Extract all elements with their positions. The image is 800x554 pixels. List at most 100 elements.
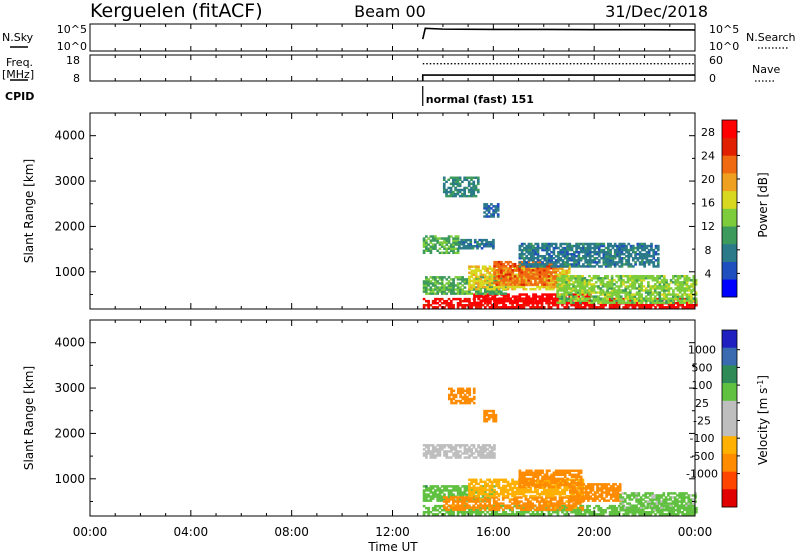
heatmap-cell bbox=[570, 469, 574, 472]
heatmap-cell bbox=[599, 511, 603, 514]
heatmap-cell bbox=[558, 277, 562, 280]
heatmap-cell bbox=[523, 479, 526, 483]
heatmap-cell bbox=[616, 491, 620, 494]
heatmap-cell bbox=[427, 304, 430, 307]
heatmap-cell bbox=[533, 488, 537, 492]
heatmap-cell bbox=[520, 252, 524, 256]
heatmap-cell bbox=[597, 274, 600, 278]
heatmap-cell bbox=[622, 248, 626, 252]
heatmap-cell bbox=[463, 496, 467, 499]
heatmap-cell bbox=[549, 502, 553, 505]
heatmap-cell bbox=[520, 477, 524, 481]
heatmap-cell bbox=[515, 304, 519, 307]
heatmap-cell bbox=[522, 267, 526, 270]
heatmap-cell bbox=[434, 489, 437, 492]
heatmap-cell bbox=[652, 248, 656, 252]
heatmap-cell bbox=[484, 269, 487, 272]
heatmap-cell bbox=[452, 243, 455, 246]
heatmap-cell bbox=[560, 295, 564, 298]
heatmap-cell bbox=[579, 274, 582, 278]
heatmap-cell bbox=[493, 504, 496, 508]
heatmap-cell bbox=[502, 285, 505, 289]
heatmap-cell bbox=[461, 498, 464, 501]
heatmap-cell bbox=[422, 237, 426, 240]
heatmap-cell bbox=[531, 271, 535, 275]
heatmap-cell bbox=[644, 500, 647, 503]
heatmap-cell bbox=[683, 291, 687, 294]
heatmap-cell bbox=[486, 293, 490, 296]
heatmap-cell bbox=[552, 485, 556, 489]
heatmap-cell bbox=[548, 255, 551, 258]
heatmap-cell bbox=[456, 506, 460, 509]
heatmap-cell bbox=[488, 276, 492, 279]
heatmap-cell bbox=[604, 277, 607, 280]
heatmap-cell bbox=[488, 281, 492, 285]
heatmap-cell bbox=[483, 506, 487, 509]
heatmap-cell bbox=[660, 301, 664, 304]
heatmap-cell bbox=[531, 506, 535, 509]
heatmap-cell bbox=[651, 496, 654, 499]
heatmap-cell bbox=[541, 263, 544, 266]
heatmap-cell bbox=[495, 513, 499, 516]
heatmap-cell bbox=[536, 273, 540, 276]
heatmap-cell bbox=[612, 491, 615, 494]
heatmap-cell bbox=[497, 281, 501, 284]
heatmap-cell bbox=[472, 182, 476, 186]
heatmap-cell bbox=[660, 504, 663, 507]
heatmap-cell bbox=[543, 475, 547, 479]
heatmap-cell bbox=[527, 244, 531, 248]
heatmap-cell bbox=[467, 182, 471, 186]
heatmap-cell bbox=[468, 478, 471, 482]
heatmap-cell bbox=[440, 286, 444, 289]
heatmap-cell bbox=[633, 513, 637, 516]
heatmap-cell bbox=[438, 241, 442, 244]
heatmap-cell bbox=[427, 278, 430, 281]
heatmap-cell bbox=[689, 506, 693, 509]
heatmap-cell bbox=[570, 257, 574, 260]
heatmap-cell bbox=[571, 489, 574, 492]
heatmap-cell bbox=[469, 240, 473, 244]
heatmap-cell bbox=[442, 188, 446, 192]
heatmap-cell bbox=[577, 263, 581, 266]
heatmap-cell bbox=[662, 502, 666, 505]
heatmap-cell bbox=[593, 257, 597, 260]
heatmap-cell bbox=[440, 491, 444, 494]
heatmap-cell bbox=[581, 281, 584, 284]
heatmap-cell bbox=[645, 255, 649, 258]
heatmap-cell bbox=[557, 265, 560, 268]
heatmap-cell bbox=[438, 282, 442, 285]
heatmap-cell bbox=[581, 291, 584, 294]
heatmap-cell bbox=[425, 511, 428, 514]
heatmap-cell bbox=[479, 480, 483, 484]
heatmap-cell bbox=[658, 291, 662, 294]
heatmap-cell bbox=[436, 237, 440, 240]
heatmap-cell bbox=[566, 242, 569, 246]
heatmap-cell bbox=[584, 248, 588, 252]
heatmap-cell bbox=[511, 478, 514, 482]
heatmap-cell bbox=[597, 291, 600, 294]
heatmap-cell bbox=[540, 281, 544, 284]
heatmap-cell bbox=[574, 502, 578, 505]
heatmap-cell bbox=[506, 490, 510, 494]
heatmap-cell bbox=[643, 255, 646, 258]
power-colorbar-tick-label: 28 bbox=[701, 126, 715, 139]
heatmap-cell bbox=[678, 281, 682, 284]
heatmap-cell bbox=[570, 259, 574, 262]
heatmap-cell bbox=[559, 259, 563, 262]
heatmap-cell bbox=[558, 283, 562, 286]
heatmap-cell bbox=[470, 498, 473, 501]
heatmap-cell bbox=[543, 265, 547, 268]
heatmap-cell bbox=[633, 283, 637, 286]
heatmap-cell bbox=[541, 469, 544, 472]
heatmap-cell bbox=[541, 293, 544, 296]
heatmap-cell bbox=[465, 504, 469, 507]
heatmap-cell bbox=[447, 495, 451, 498]
heatmap-cell bbox=[644, 496, 647, 499]
heatmap-cell bbox=[506, 306, 510, 309]
heatmap-cell bbox=[495, 480, 499, 484]
heatmap-cell bbox=[626, 513, 630, 516]
heatmap-cell bbox=[476, 176, 480, 179]
heatmap-cell bbox=[561, 248, 565, 252]
heatmap-cell bbox=[477, 267, 480, 270]
heatmap-cell bbox=[558, 297, 562, 300]
